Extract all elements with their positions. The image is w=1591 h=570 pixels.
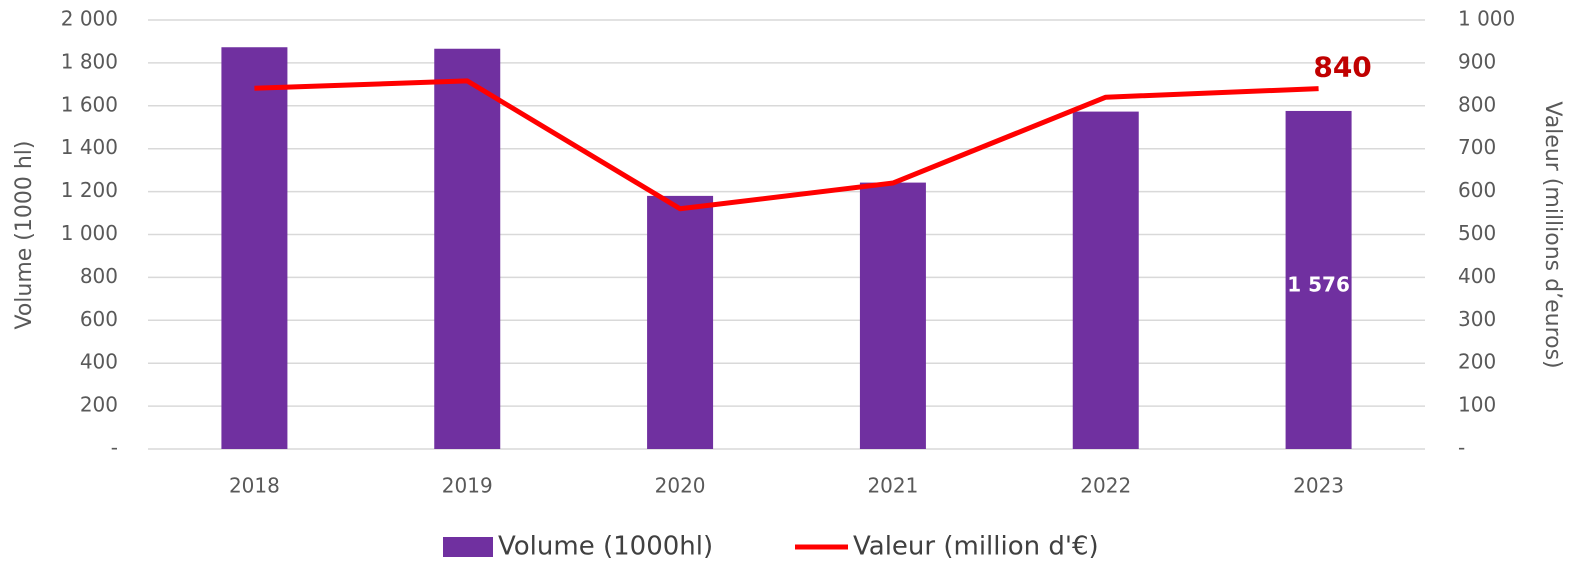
y-tick-label: 200: [80, 393, 118, 417]
y-tick-label: 2 000: [61, 7, 118, 31]
y-tick-label: 1 200: [61, 178, 118, 202]
x-tick-label: 2022: [1080, 474, 1131, 498]
bar: [647, 195, 714, 449]
y2-tick-label: 300: [1458, 307, 1496, 331]
y-tick-label: 800: [80, 264, 118, 288]
y2-tick-label: 200: [1458, 350, 1496, 374]
x-tick-label: 2023: [1293, 474, 1344, 498]
y2-tick-label: 600: [1458, 178, 1496, 202]
line: [254, 78, 1319, 212]
data-label: 840: [1313, 51, 1371, 84]
bar: [859, 182, 926, 449]
y-tick-label: -: [111, 436, 118, 460]
x-tick-label: 2019: [442, 474, 493, 498]
y-tick-label: 1 600: [61, 92, 118, 116]
y2-tick-label: 400: [1458, 264, 1496, 288]
y-tick-label: 1 800: [61, 49, 118, 73]
y2-tick-label: 800: [1458, 92, 1496, 116]
y2-tick-label: 700: [1458, 135, 1496, 159]
data-label: 1 576: [1287, 273, 1350, 297]
y-tick-label: 600: [80, 307, 118, 331]
bar: [221, 47, 288, 449]
bar: [434, 48, 501, 449]
y-axis-title: Volume (1000 hl): [12, 140, 37, 329]
y-tick-label: 1 000: [61, 221, 118, 245]
legend-label: Valeur (million d'€): [853, 532, 1099, 562]
y-tick-label: 1 400: [61, 135, 118, 159]
legend-label: Volume (1000hl): [498, 532, 713, 562]
y2-tick-label: 1 000: [1458, 7, 1515, 31]
y-tick-label: 400: [80, 350, 118, 374]
y2-tick-label: 500: [1458, 221, 1496, 245]
bar: [1285, 110, 1352, 449]
x-tick-label: 2020: [655, 474, 706, 498]
y2-tick-label: -: [1458, 436, 1465, 460]
y2-axis-title: Valeur (millions d’euros): [1540, 101, 1565, 368]
bar: [1072, 111, 1139, 450]
y2-tick-label: 100: [1458, 393, 1496, 417]
y2-tick-label: 900: [1458, 49, 1496, 73]
x-tick-label: 2018: [229, 474, 280, 498]
legend-swatch: [443, 537, 493, 557]
x-tick-label: 2021: [867, 474, 918, 498]
